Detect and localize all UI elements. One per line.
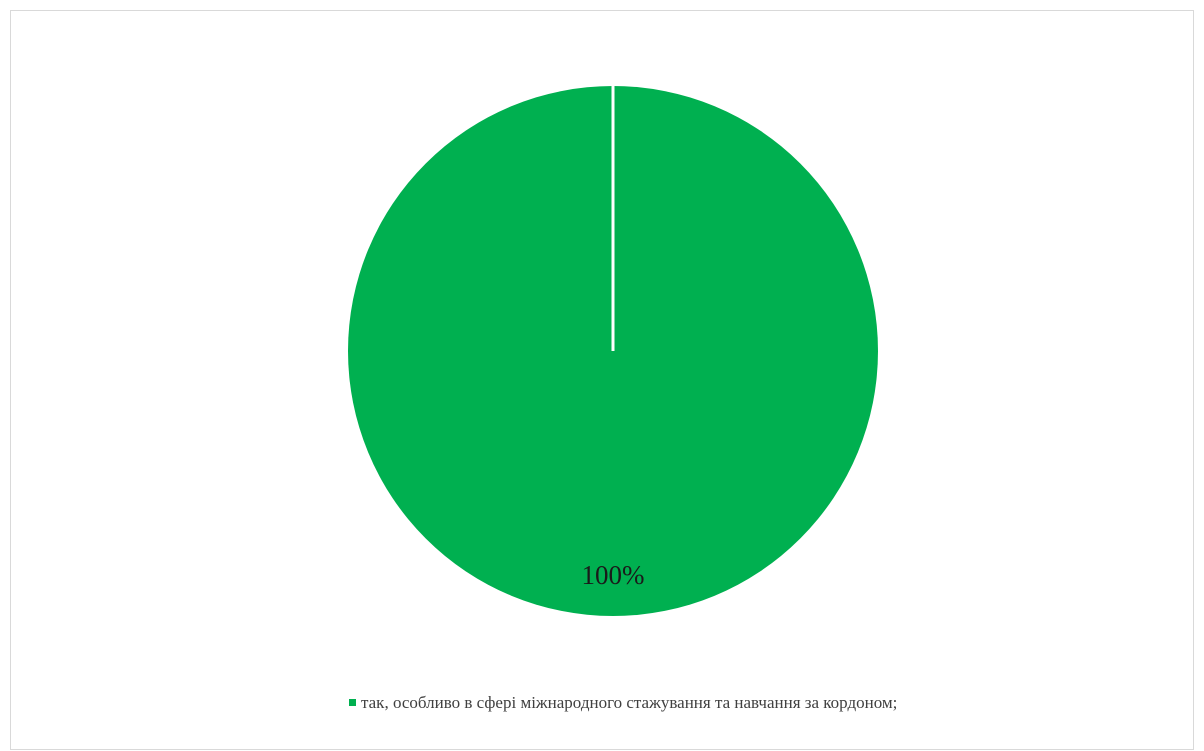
legend-swatch: [349, 699, 356, 706]
legend-entry-label: так, особливо в сфері міжнародного стажу…: [361, 693, 898, 712]
pie-chart: 100%: [348, 86, 878, 616]
legend: так, особливо в сфері міжнародного стажу…: [349, 692, 1009, 714]
slice-data-label: 100%: [582, 560, 645, 590]
chart-area: 100% так, особливо в сфері міжнародного …: [10, 10, 1194, 750]
